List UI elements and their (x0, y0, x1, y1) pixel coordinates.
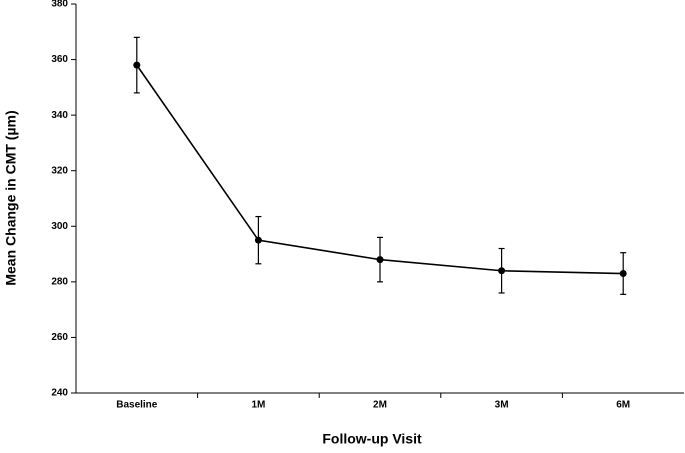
x-tick-label: Baseline (116, 400, 158, 411)
y-tick-label: 240 (51, 388, 68, 399)
y-axis-title: Mean Change in CMT (µm) (3, 110, 19, 285)
x-tick-label: 1M (251, 400, 265, 411)
y-tick-label: 380 (51, 0, 68, 10)
point (498, 267, 506, 275)
y-tick-label: 320 (51, 165, 68, 176)
y-tick-label: 360 (51, 54, 68, 65)
x-axis-title: Follow-up Visit (322, 431, 422, 447)
x-tick-label: 3M (495, 400, 509, 411)
y-tick-label: 260 (51, 332, 68, 343)
y-tick-label: 280 (51, 276, 68, 287)
x-tick-label: 6M (616, 400, 630, 411)
x-tick-label: 2M (373, 400, 387, 411)
point (619, 270, 627, 278)
y-tick-label: 300 (51, 221, 68, 232)
y-tick-label: 340 (51, 110, 68, 121)
point (254, 236, 262, 244)
point (376, 256, 384, 264)
point (133, 61, 141, 69)
